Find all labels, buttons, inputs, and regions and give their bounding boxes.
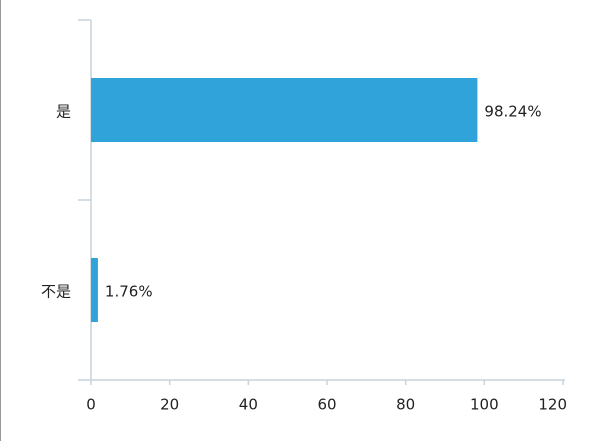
bar [91,258,98,322]
x-tick-label: 20 [160,396,179,414]
y-tick-label: 是 [56,103,71,121]
x-tick-label: 120 [538,396,567,414]
value-label: 98.24% [484,103,541,121]
x-tick-label: 100 [470,396,499,414]
x-tick-label: 80 [396,396,415,414]
x-tick-label: 40 [239,396,258,414]
x-tick-label: 0 [86,396,96,414]
value-label: 1.76% [105,283,153,301]
y-tick-label: 不是 [41,283,71,301]
bar [91,78,478,142]
x-tick-label: 60 [317,396,336,414]
